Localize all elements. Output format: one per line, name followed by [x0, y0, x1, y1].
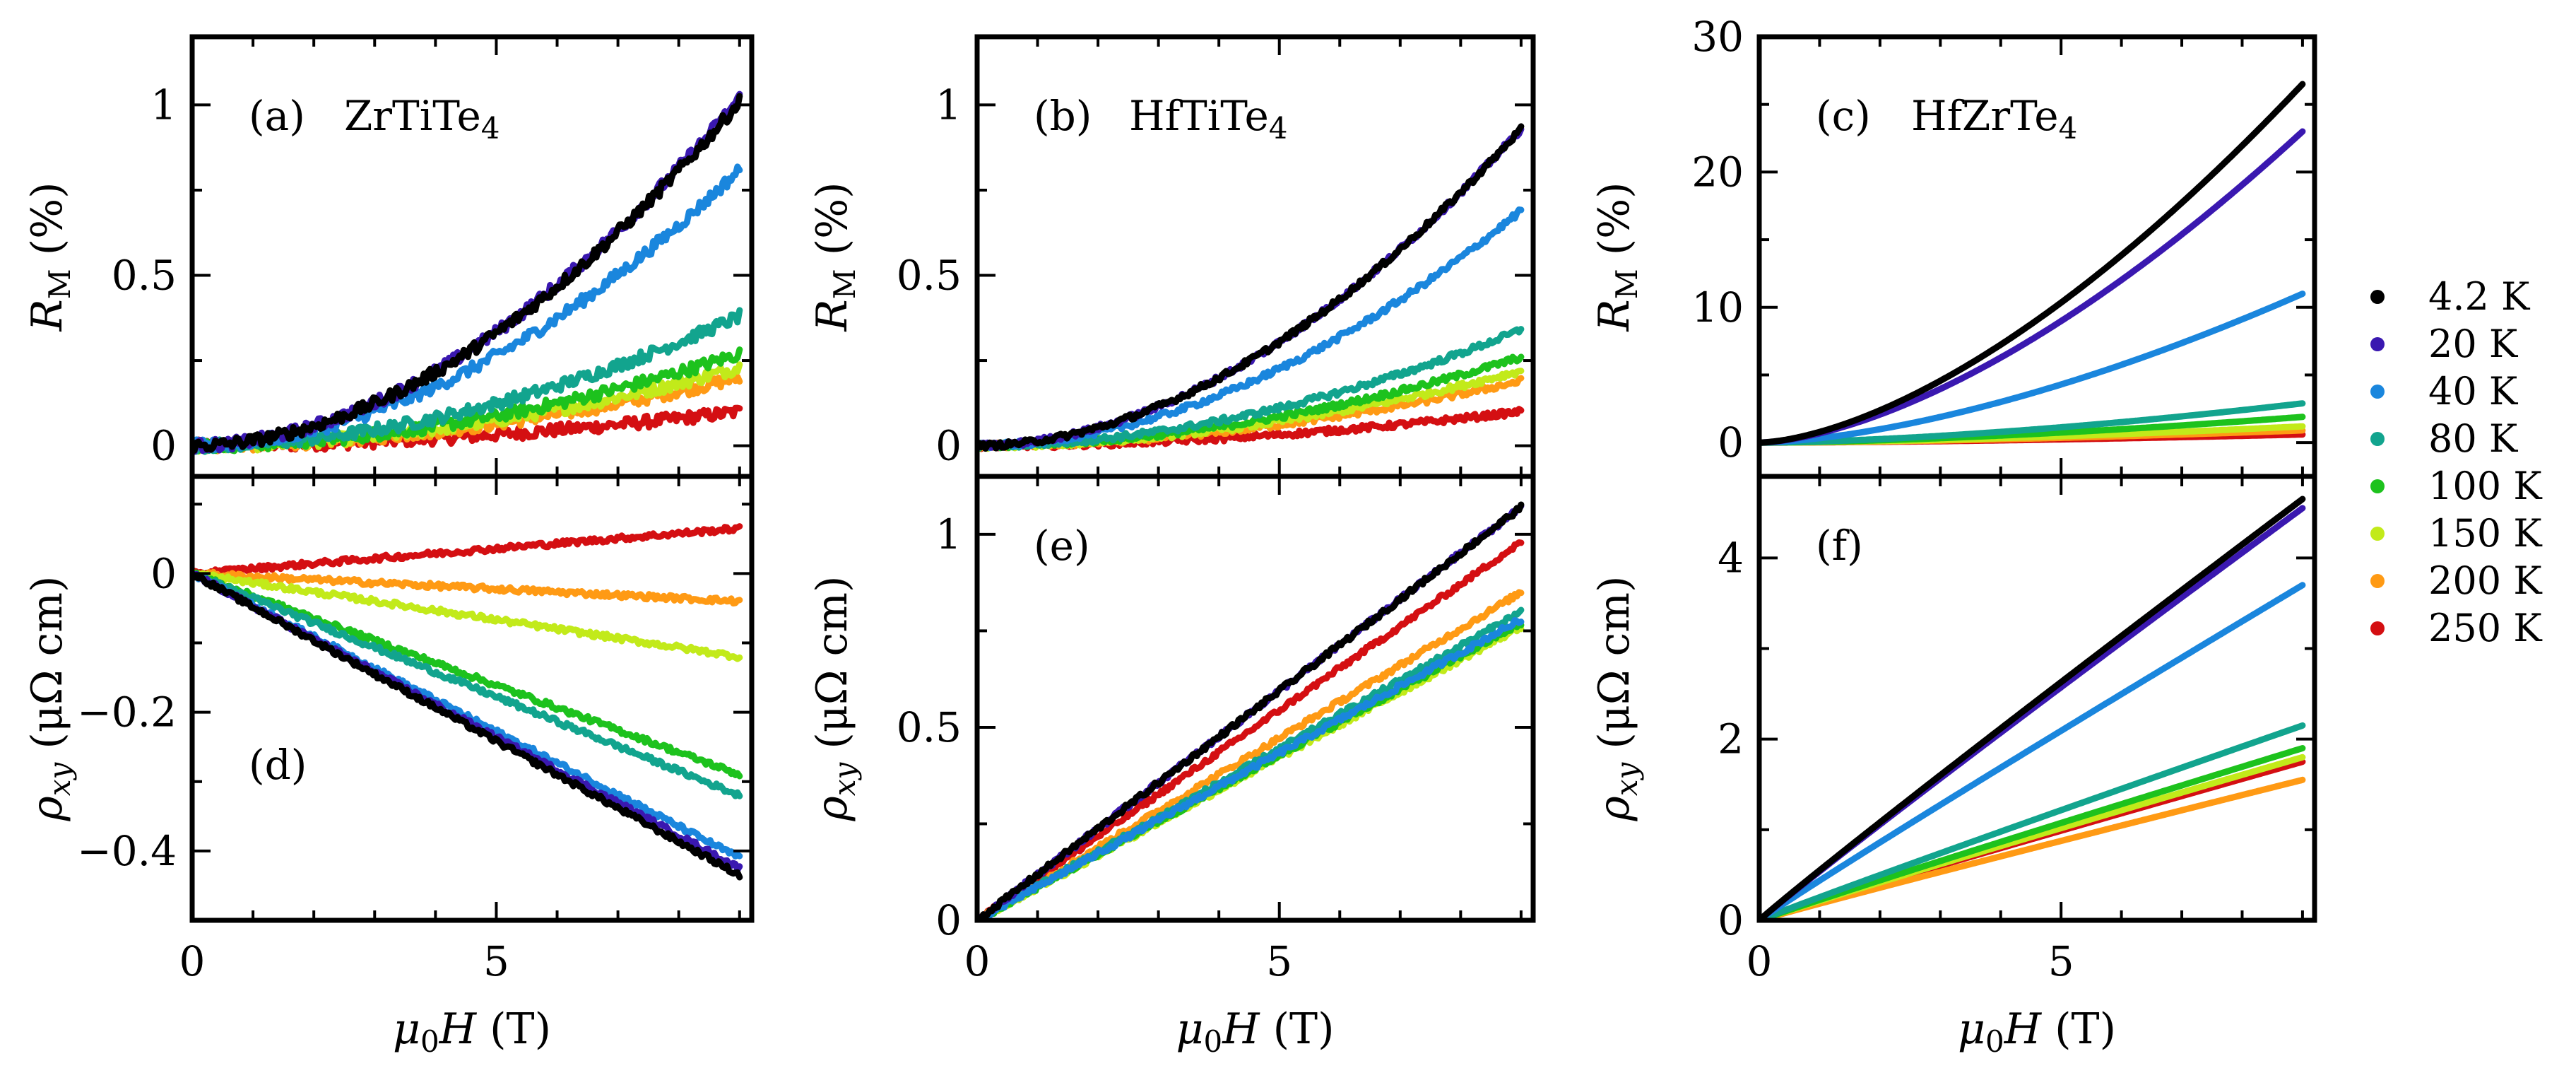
legend-label: 40 K [2428, 369, 2519, 414]
panel-f: 0 2 4 0 5 ρxy (μΩ cm) (f) [1590, 474, 2317, 985]
panel-label-c: (c) [1816, 92, 1871, 140]
panel-label-d: (d) [249, 741, 307, 789]
y-tick-label: 0 [935, 422, 962, 470]
y-tick-label: 1 [935, 510, 962, 558]
y-axis-label-a: RM (%) [23, 182, 77, 332]
legend-label: 250 K [2428, 606, 2543, 650]
y-axis-label-e: ρxy (μΩ cm) [808, 576, 862, 822]
panel-a: 0 0.5 1 RM (%) (a) ZrTiTe4 [23, 34, 755, 479]
series-f-4-2-K [1759, 496, 2306, 920]
panel-material-c: HfZrTe4 [1911, 92, 2077, 146]
x-tick-label: 5 [1266, 937, 1292, 985]
series-d-4-2-K [192, 570, 743, 881]
legend-marker [2370, 621, 2385, 635]
legend-marker [2370, 290, 2385, 304]
legend-marker [2370, 574, 2385, 588]
series-f-80-K [1759, 722, 2306, 920]
y-tick-label: 0.5 [897, 703, 962, 751]
y-tick-label: 0 [150, 422, 177, 470]
x-axis-label: μ0H (T) [1958, 1004, 2116, 1059]
y-tick-label: 0 [1718, 896, 1744, 944]
legend-label: 4.2 K [2428, 274, 2531, 319]
legend-marker [2370, 479, 2385, 493]
x-tick-label: 5 [483, 937, 509, 985]
x-tick-label: 0 [179, 937, 206, 985]
series-e-4-2-K [977, 501, 1525, 920]
panel-label-f: (f) [1816, 522, 1863, 570]
panel-e: 0 0.5 1 0 5 ρxy (μΩ cm) (e) [808, 474, 1536, 985]
series-group-e [977, 501, 1525, 920]
y-tick-label: 4 [1718, 534, 1744, 582]
series-group-a [192, 90, 743, 455]
legend-marker [2370, 337, 2385, 351]
panel-frame-f [1756, 474, 2317, 923]
series-f-200-K [1759, 776, 2306, 920]
y-tick-label: 30 [1691, 13, 1744, 61]
y-tick-label: 0 [1718, 418, 1744, 467]
y-tick-label: 1 [935, 81, 962, 129]
legend-marker [2370, 385, 2385, 399]
series-group-c [1759, 81, 2306, 446]
x-axis-label: μ0H (T) [393, 1004, 551, 1059]
series-d-100-K [192, 569, 743, 780]
series-e-40-K [977, 616, 1525, 920]
series-group-f [1759, 496, 2306, 920]
panel-label-b: (b) [1034, 92, 1092, 140]
panel-b: 0 0.5 1 RM (%) (b) HfTiTe4 [808, 34, 1536, 479]
series-a-4-2-K [192, 93, 743, 455]
series-group-d [192, 523, 743, 881]
y-axis-label-c: RM (%) [1590, 182, 1644, 332]
panel-label-a: (a) [249, 92, 305, 140]
y-tick-label: 20 [1691, 148, 1744, 196]
y-tick-label: 0.5 [112, 252, 177, 300]
legend-label: 20 K [2428, 322, 2519, 366]
y-tick-label: 0 [150, 549, 177, 597]
panel-c: 0 10 20 30 RM (%) (c) HfZrTe4 [1590, 13, 2317, 479]
x-axis-label: μ0H (T) [1176, 1004, 1335, 1059]
x-tick-label: 0 [1747, 937, 1773, 985]
series-d-150-K [192, 570, 743, 662]
series-b-4-2-K [977, 123, 1525, 452]
panel-material-b: HfTiTe4 [1129, 92, 1288, 146]
y-tick-label: 2 [1718, 715, 1744, 763]
y-axis-label-d: ρxy (μΩ cm) [23, 576, 77, 822]
series-a-80-K [192, 307, 743, 455]
x-tick-label: 0 [964, 937, 991, 985]
panel-d: −0.4 −0.2 0 0 5 ρxy (μΩ cm) (d) [23, 474, 755, 985]
panel-label-e: (e) [1034, 522, 1090, 570]
panel-material-a: ZrTiTe4 [344, 92, 500, 146]
series-d-80-K [192, 570, 743, 799]
x-axis-labels: μ0H (T) μ0H (T) μ0H (T) [393, 1004, 2116, 1059]
y-tick-label: 10 [1691, 283, 1744, 332]
series-c-40-K [1759, 291, 2306, 446]
y-axis-label-f: ρxy (μΩ cm) [1590, 576, 1644, 822]
series-f-40-K [1759, 582, 2306, 920]
series-e-250-K [977, 539, 1525, 920]
series-f-20-K [1759, 505, 2306, 920]
legend-label: 100 K [2428, 464, 2543, 508]
series-group-b [977, 123, 1525, 452]
legend-marker [2370, 432, 2385, 446]
panel-frame-e [974, 474, 1536, 923]
series-f-100-K [1759, 745, 2306, 920]
y-tick-label: 1 [150, 81, 177, 129]
legend-label: 150 K [2428, 511, 2543, 556]
series-d-200-K [192, 568, 743, 606]
y-axis-label-b: RM (%) [808, 182, 862, 332]
panel-frame-d [189, 474, 755, 923]
y-tick-label: −0.2 [77, 688, 177, 737]
legend-label: 200 K [2428, 558, 2543, 603]
series-d-250-K [192, 523, 743, 578]
y-tick-label: −0.4 [77, 827, 177, 875]
legend-label: 80 K [2428, 416, 2519, 461]
panels: 0 0.5 1 RM (%) (a) ZrTiTe4 0 0.5 1 RM (%) (b) HfTiT… [23, 13, 2317, 985]
y-tick-label: 0 [935, 896, 962, 944]
x-tick-label: 5 [2048, 937, 2074, 985]
y-tick-label: 0.5 [897, 252, 962, 300]
series-c-80-K [1759, 400, 2306, 446]
series-c-4-2-K [1759, 81, 2306, 446]
legend-marker [2370, 527, 2385, 541]
